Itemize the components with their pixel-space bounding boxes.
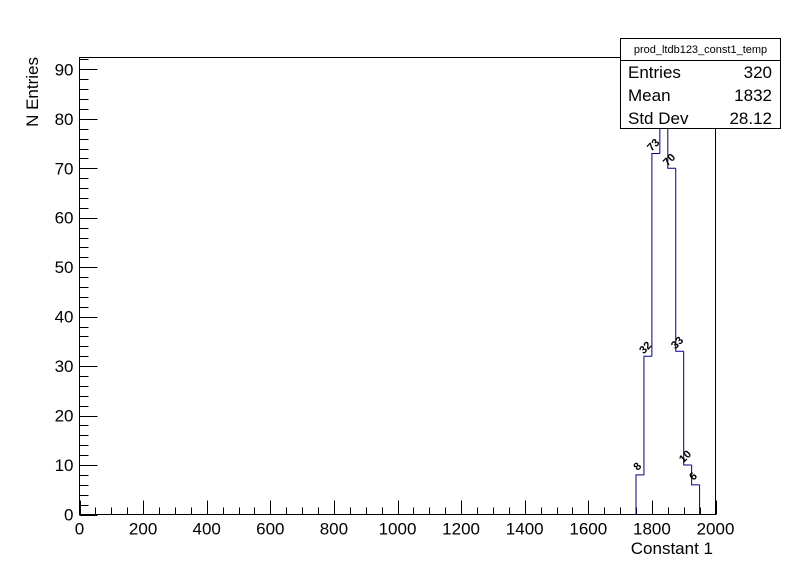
bin-value-label: 70 <box>661 152 678 169</box>
y-tick-label: 0 <box>64 506 73 525</box>
y-tick-label: 20 <box>55 407 74 426</box>
stats-entries-label: Entries <box>628 63 681 82</box>
x-tick-label: 1200 <box>442 520 480 539</box>
x-tick-label: 0 <box>75 520 84 539</box>
x-tick-label: 800 <box>320 520 348 539</box>
y-tick-label: 40 <box>55 308 74 327</box>
y-tick-label: 80 <box>55 110 74 129</box>
x-tick-label: 600 <box>256 520 284 539</box>
x-axis-title: Constant 1 <box>631 539 713 558</box>
bin-value-label: 10 <box>677 448 694 465</box>
histogram-bin <box>683 351 692 466</box>
histogram-bin <box>643 355 652 475</box>
histogram-bin <box>675 168 684 352</box>
y-tick-label: 60 <box>55 209 74 228</box>
stats-box: prod_ltdb123_const1_temp Entries 320 Mea… <box>620 38 781 129</box>
x-tick-label: 1400 <box>506 520 544 539</box>
stats-stddev-value: 28.12 <box>729 109 772 128</box>
y-axis-title: N Entries <box>23 57 42 127</box>
stats-entries-value: 320 <box>744 63 772 82</box>
bin-value-label: 33 <box>669 335 686 352</box>
axis-ticks <box>79 59 717 516</box>
bin-value-label: 6 <box>687 470 700 483</box>
y-tick-label: 70 <box>55 159 74 178</box>
y-tick-label: 90 <box>55 60 74 79</box>
stats-mean-label: Mean <box>628 86 671 105</box>
x-tick-label: 1000 <box>379 520 417 539</box>
y-tick-label: 50 <box>55 258 74 277</box>
stats-box-frame <box>620 38 781 129</box>
x-tick-label: 2000 <box>697 520 735 539</box>
bin-value-label: 8 <box>631 460 644 473</box>
y-tick-label: 30 <box>55 357 74 376</box>
x-tick-label: 1800 <box>633 520 671 539</box>
y-tick-label: 10 <box>55 456 74 475</box>
histogram-bin <box>635 474 644 515</box>
x-tick-label: 1600 <box>569 520 607 539</box>
tick-labels: 0 200 400 600 800 1000 1200 1400 1600 1800 2000 0 10… <box>55 60 735 538</box>
histogram-bin <box>691 465 700 486</box>
histogram-bin <box>651 152 660 357</box>
plot-frame <box>79 57 716 515</box>
stats-box-title: prod_ltdb123_const1_temp <box>634 44 767 56</box>
stats-stddev-label: Std Dev <box>628 109 689 128</box>
x-tick-label: 400 <box>193 520 221 539</box>
x-tick-label: 200 <box>129 520 157 539</box>
stats-mean-value: 1832 <box>734 86 772 105</box>
